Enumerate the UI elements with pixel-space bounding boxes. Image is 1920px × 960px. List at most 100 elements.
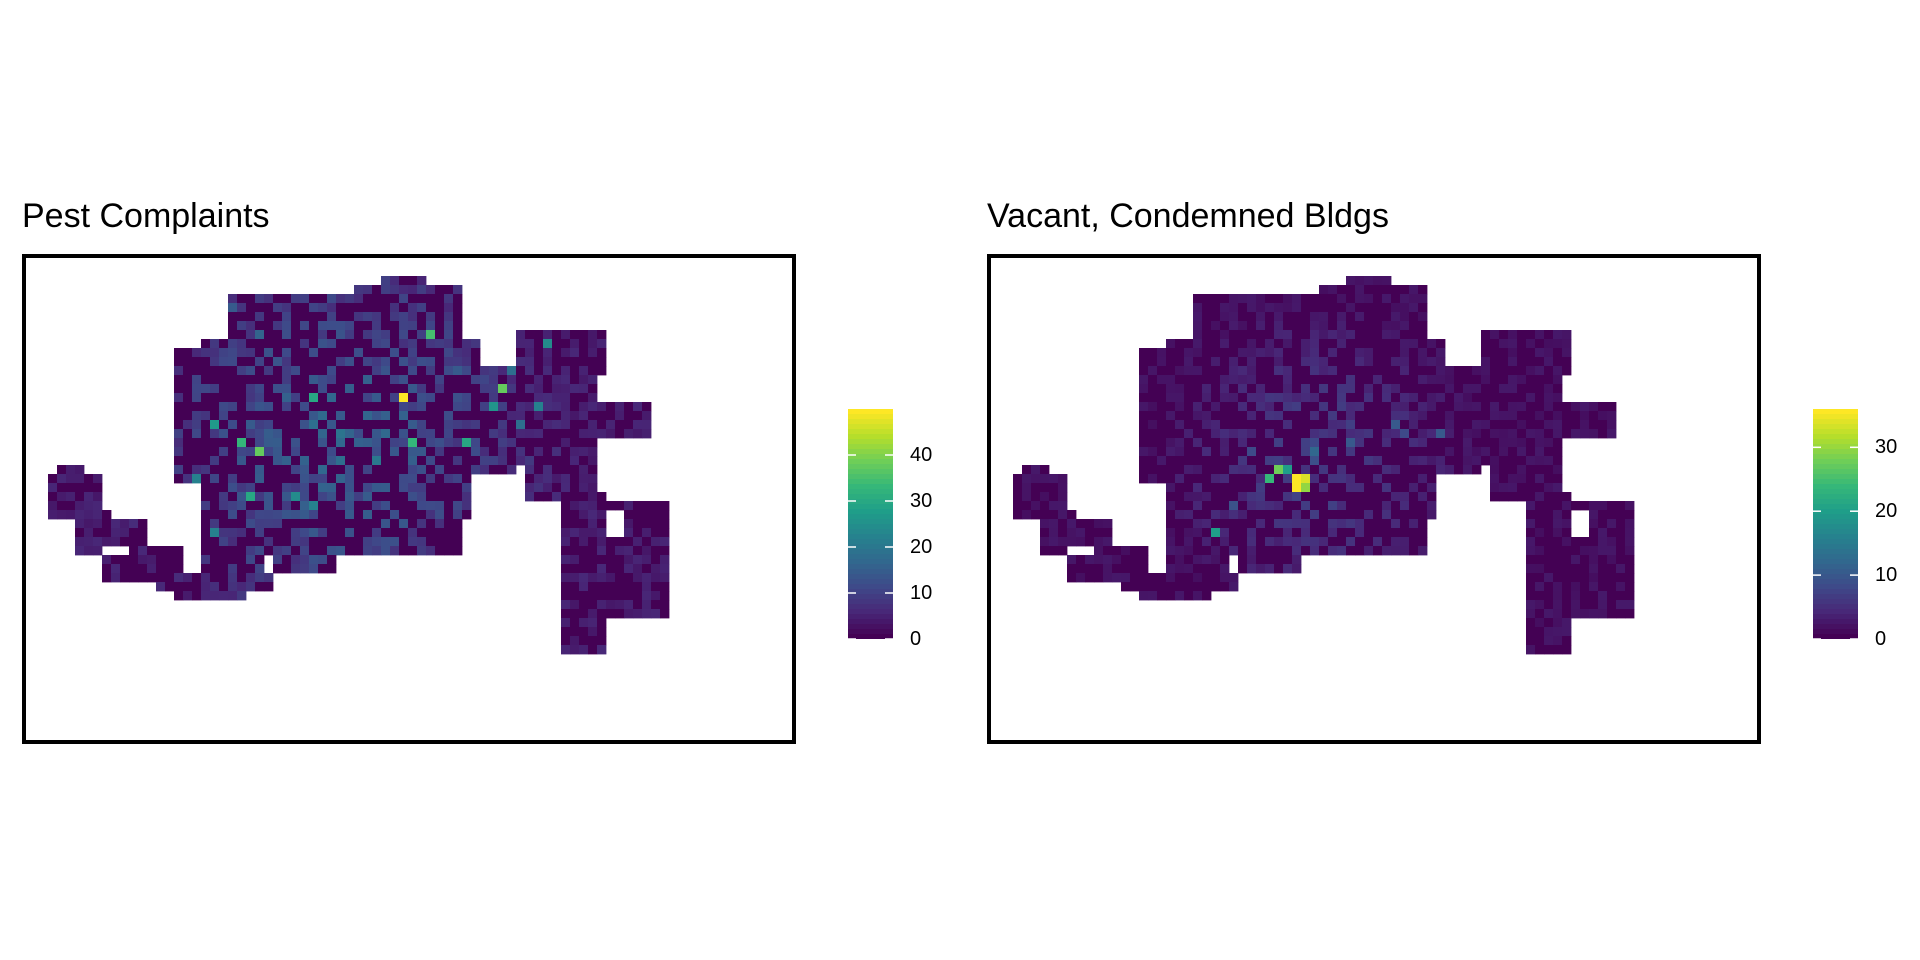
heatmap-cell [570,627,580,637]
heatmap-cell [1184,420,1194,430]
heatmap-cell [300,501,310,511]
heatmap-cell [1346,420,1356,430]
heatmap-cell [480,438,490,448]
heatmap-cell [309,465,319,475]
heatmap-cell [1166,483,1176,493]
heatmap-cell [1535,564,1545,574]
heatmap-cell [237,339,247,349]
heatmap-cell [237,510,247,520]
heatmap-cell [282,357,292,367]
heatmap-cell [624,402,634,412]
heatmap-cell [327,438,337,448]
heatmap-cell [1139,348,1149,358]
heatmap-cell [1589,582,1599,592]
heatmap-cell [1598,573,1608,583]
colorbar-segment [1813,574,1858,580]
heatmap-cell [597,645,607,655]
heatmap-cell [1355,411,1365,421]
heatmap-cell [408,348,418,358]
heatmap-cell [588,537,598,547]
heatmap-cell [417,402,427,412]
heatmap-cell [84,519,94,529]
heatmap-cell [1553,429,1563,439]
heatmap-cell [1553,474,1563,484]
heatmap-cell [120,519,130,529]
heatmap-cell [1292,339,1302,349]
heatmap-cell [390,339,400,349]
heatmap-cell [1337,348,1347,358]
heatmap-cell [597,528,607,538]
heatmap-cell [399,438,409,448]
heatmap-cell [1058,528,1068,538]
colorbar-segment [848,529,893,535]
heatmap-cell [1031,465,1041,475]
heatmap-cell [1202,546,1212,556]
heatmap-cell [345,528,355,538]
heatmap-cell [1544,438,1554,448]
heatmap-cell [1283,348,1293,358]
heatmap-cell [210,492,220,502]
heatmap-cell [399,321,409,331]
heatmap-cell [1040,483,1050,493]
heatmap-cell [1193,555,1203,565]
heatmap-cell [1544,555,1554,565]
heatmap-cell [1580,411,1590,421]
heatmap-cell [1220,348,1230,358]
heatmap-cell [1580,546,1590,556]
heatmap-cell [354,285,364,295]
heatmap-cell [1355,456,1365,466]
heatmap-cell [1445,393,1455,403]
heatmap-cell [1517,474,1527,484]
heatmap-cell [417,294,427,304]
map-frame [22,254,796,744]
heatmap-cell [435,366,445,376]
heatmap-cell [1301,465,1311,475]
heatmap-cell [1238,330,1248,340]
heatmap-cell [93,501,103,511]
heatmap-cell [642,546,652,556]
heatmap-cell [84,492,94,502]
heatmap-cell [210,537,220,547]
heatmap-cell [363,393,373,403]
heatmap-cell [246,312,256,322]
heatmap-cell [1283,321,1293,331]
heatmap-cell [1382,438,1392,448]
heatmap-cell [354,519,364,529]
heatmap-cell [444,429,454,439]
heatmap-cell [390,447,400,457]
heatmap-cell [183,411,193,421]
heatmap-cell [1310,339,1320,349]
heatmap-cell [1076,537,1086,547]
heatmap-cell [570,393,580,403]
heatmap-cell [561,402,571,412]
heatmap-cell [246,546,256,556]
heatmap-cell [489,438,499,448]
heatmap-cell [255,528,265,538]
heatmap-cell [1418,465,1428,475]
heatmap-cell [273,438,283,448]
heatmap-cell [1184,384,1194,394]
heatmap-cell [372,528,382,538]
heatmap-cell [399,519,409,529]
heatmap-cell [174,564,184,574]
heatmap-cell [417,393,427,403]
heatmap-cell [1526,546,1536,556]
heatmap-cell [210,501,220,511]
heatmap-cell [228,348,238,358]
heatmap-cell [354,438,364,448]
heatmap-cell [327,528,337,538]
heatmap-cell [354,528,364,538]
heatmap-cell [228,330,238,340]
heatmap-cell [597,366,607,376]
heatmap-cell [624,564,634,574]
heatmap-cell [1589,573,1599,583]
heatmap-cell [588,573,598,583]
heatmap-cell [363,384,373,394]
heatmap-cell [1355,438,1365,448]
heatmap-cell [399,285,409,295]
heatmap-cell [1418,348,1428,358]
heatmap-cell [1553,420,1563,430]
heatmap-cell [1454,384,1464,394]
heatmap-cell [228,492,238,502]
heatmap-cell [1553,402,1563,412]
